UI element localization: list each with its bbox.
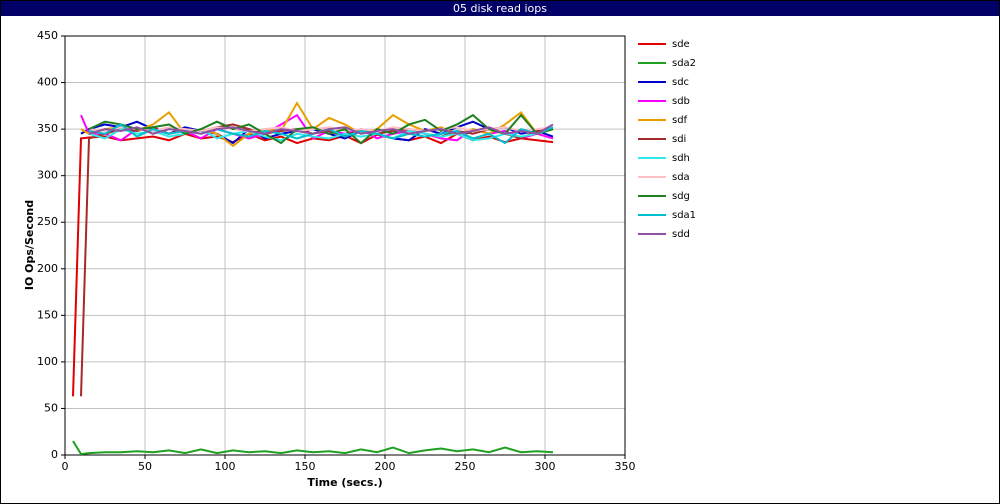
series-line — [72, 440, 554, 456]
x-tick-label: 200 — [375, 460, 396, 473]
y-tick-label: 350 — [37, 122, 58, 135]
legend-label: sdb — [672, 96, 690, 107]
y-tick-label: 450 — [37, 29, 58, 42]
x-tick-label: 0 — [62, 460, 69, 473]
title-bar — [1, 1, 999, 16]
y-tick-label: 150 — [37, 308, 58, 321]
legend-label: sde — [672, 39, 690, 50]
series-line — [88, 123, 554, 135]
x-tick-label: 150 — [295, 460, 316, 473]
x-tick-label: 100 — [215, 460, 236, 473]
y-tick-label: 200 — [37, 262, 58, 275]
chart-title: 05 disk read iops — [453, 2, 547, 15]
legend-label: sda1 — [672, 210, 696, 221]
y-axis-label: IO Ops/Second — [23, 200, 36, 290]
y-tick-label: 250 — [37, 215, 58, 228]
legend-label: sda2 — [672, 58, 696, 69]
x-tick-label: 250 — [455, 460, 476, 473]
series-line — [88, 128, 554, 142]
legend-label: sdh — [672, 153, 690, 164]
y-tick-label: 400 — [37, 76, 58, 89]
y-tick-label: 50 — [44, 401, 58, 414]
plot-area — [65, 36, 625, 455]
x-tick-label: 350 — [615, 460, 636, 473]
legend-label: sdf — [672, 115, 688, 126]
legend-label: sda — [672, 172, 690, 183]
legend-label: sdg — [672, 191, 690, 202]
y-tick-label: 0 — [51, 448, 58, 461]
x-tick-label: 300 — [535, 460, 556, 473]
legend-label: sdc — [672, 77, 689, 88]
plot-border — [64, 35, 626, 456]
y-tick-label: 300 — [37, 169, 58, 182]
x-tick-label: 50 — [138, 460, 152, 473]
x-axis-label: Time (secs.) — [307, 476, 382, 489]
legend-label: sdi — [672, 134, 686, 145]
y-tick-label: 100 — [37, 355, 58, 368]
legend-label: sdd — [672, 229, 690, 240]
